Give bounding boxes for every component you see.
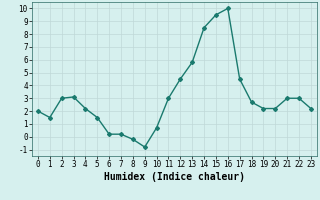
X-axis label: Humidex (Indice chaleur): Humidex (Indice chaleur) (104, 172, 245, 182)
